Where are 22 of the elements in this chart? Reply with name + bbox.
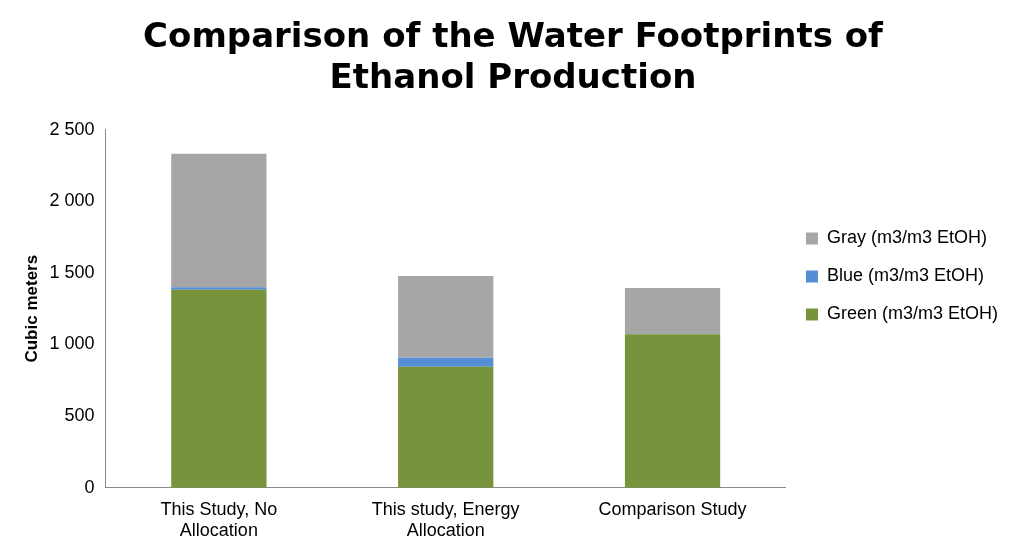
x-tick-label: This Study, No Allocation bbox=[160, 498, 278, 541]
bar bbox=[171, 153, 267, 288]
bar bbox=[398, 276, 494, 358]
bar bbox=[171, 287, 267, 290]
bar bbox=[398, 357, 494, 367]
y-axis-title: Cubic meters bbox=[21, 254, 41, 363]
x-tick-label: Comparison Study bbox=[598, 498, 747, 519]
legend-label: Gray (m3/m3 EtOH) bbox=[826, 227, 987, 248]
bar bbox=[398, 366, 494, 488]
y-tick-label: 2 500 bbox=[49, 118, 95, 139]
bar bbox=[624, 334, 721, 488]
legend-label: Green (m3/m3 EtOH) bbox=[826, 303, 999, 324]
y-tick-label: 1 000 bbox=[49, 333, 95, 354]
y-tick-label: 0 bbox=[84, 476, 95, 497]
y-tick-label: 500 bbox=[64, 405, 95, 426]
bar bbox=[171, 289, 267, 488]
y-tick-label: 1 500 bbox=[49, 261, 95, 282]
x-tick-label: This study, Energy Allocation bbox=[371, 498, 520, 541]
bar bbox=[624, 288, 721, 335]
chart-title: Comparison of the Water Footprints of Ethanol Production bbox=[143, 15, 885, 97]
legend-label: Blue (m3/m3 EtOH) bbox=[826, 265, 985, 286]
y-tick-label: 2 000 bbox=[49, 190, 95, 211]
